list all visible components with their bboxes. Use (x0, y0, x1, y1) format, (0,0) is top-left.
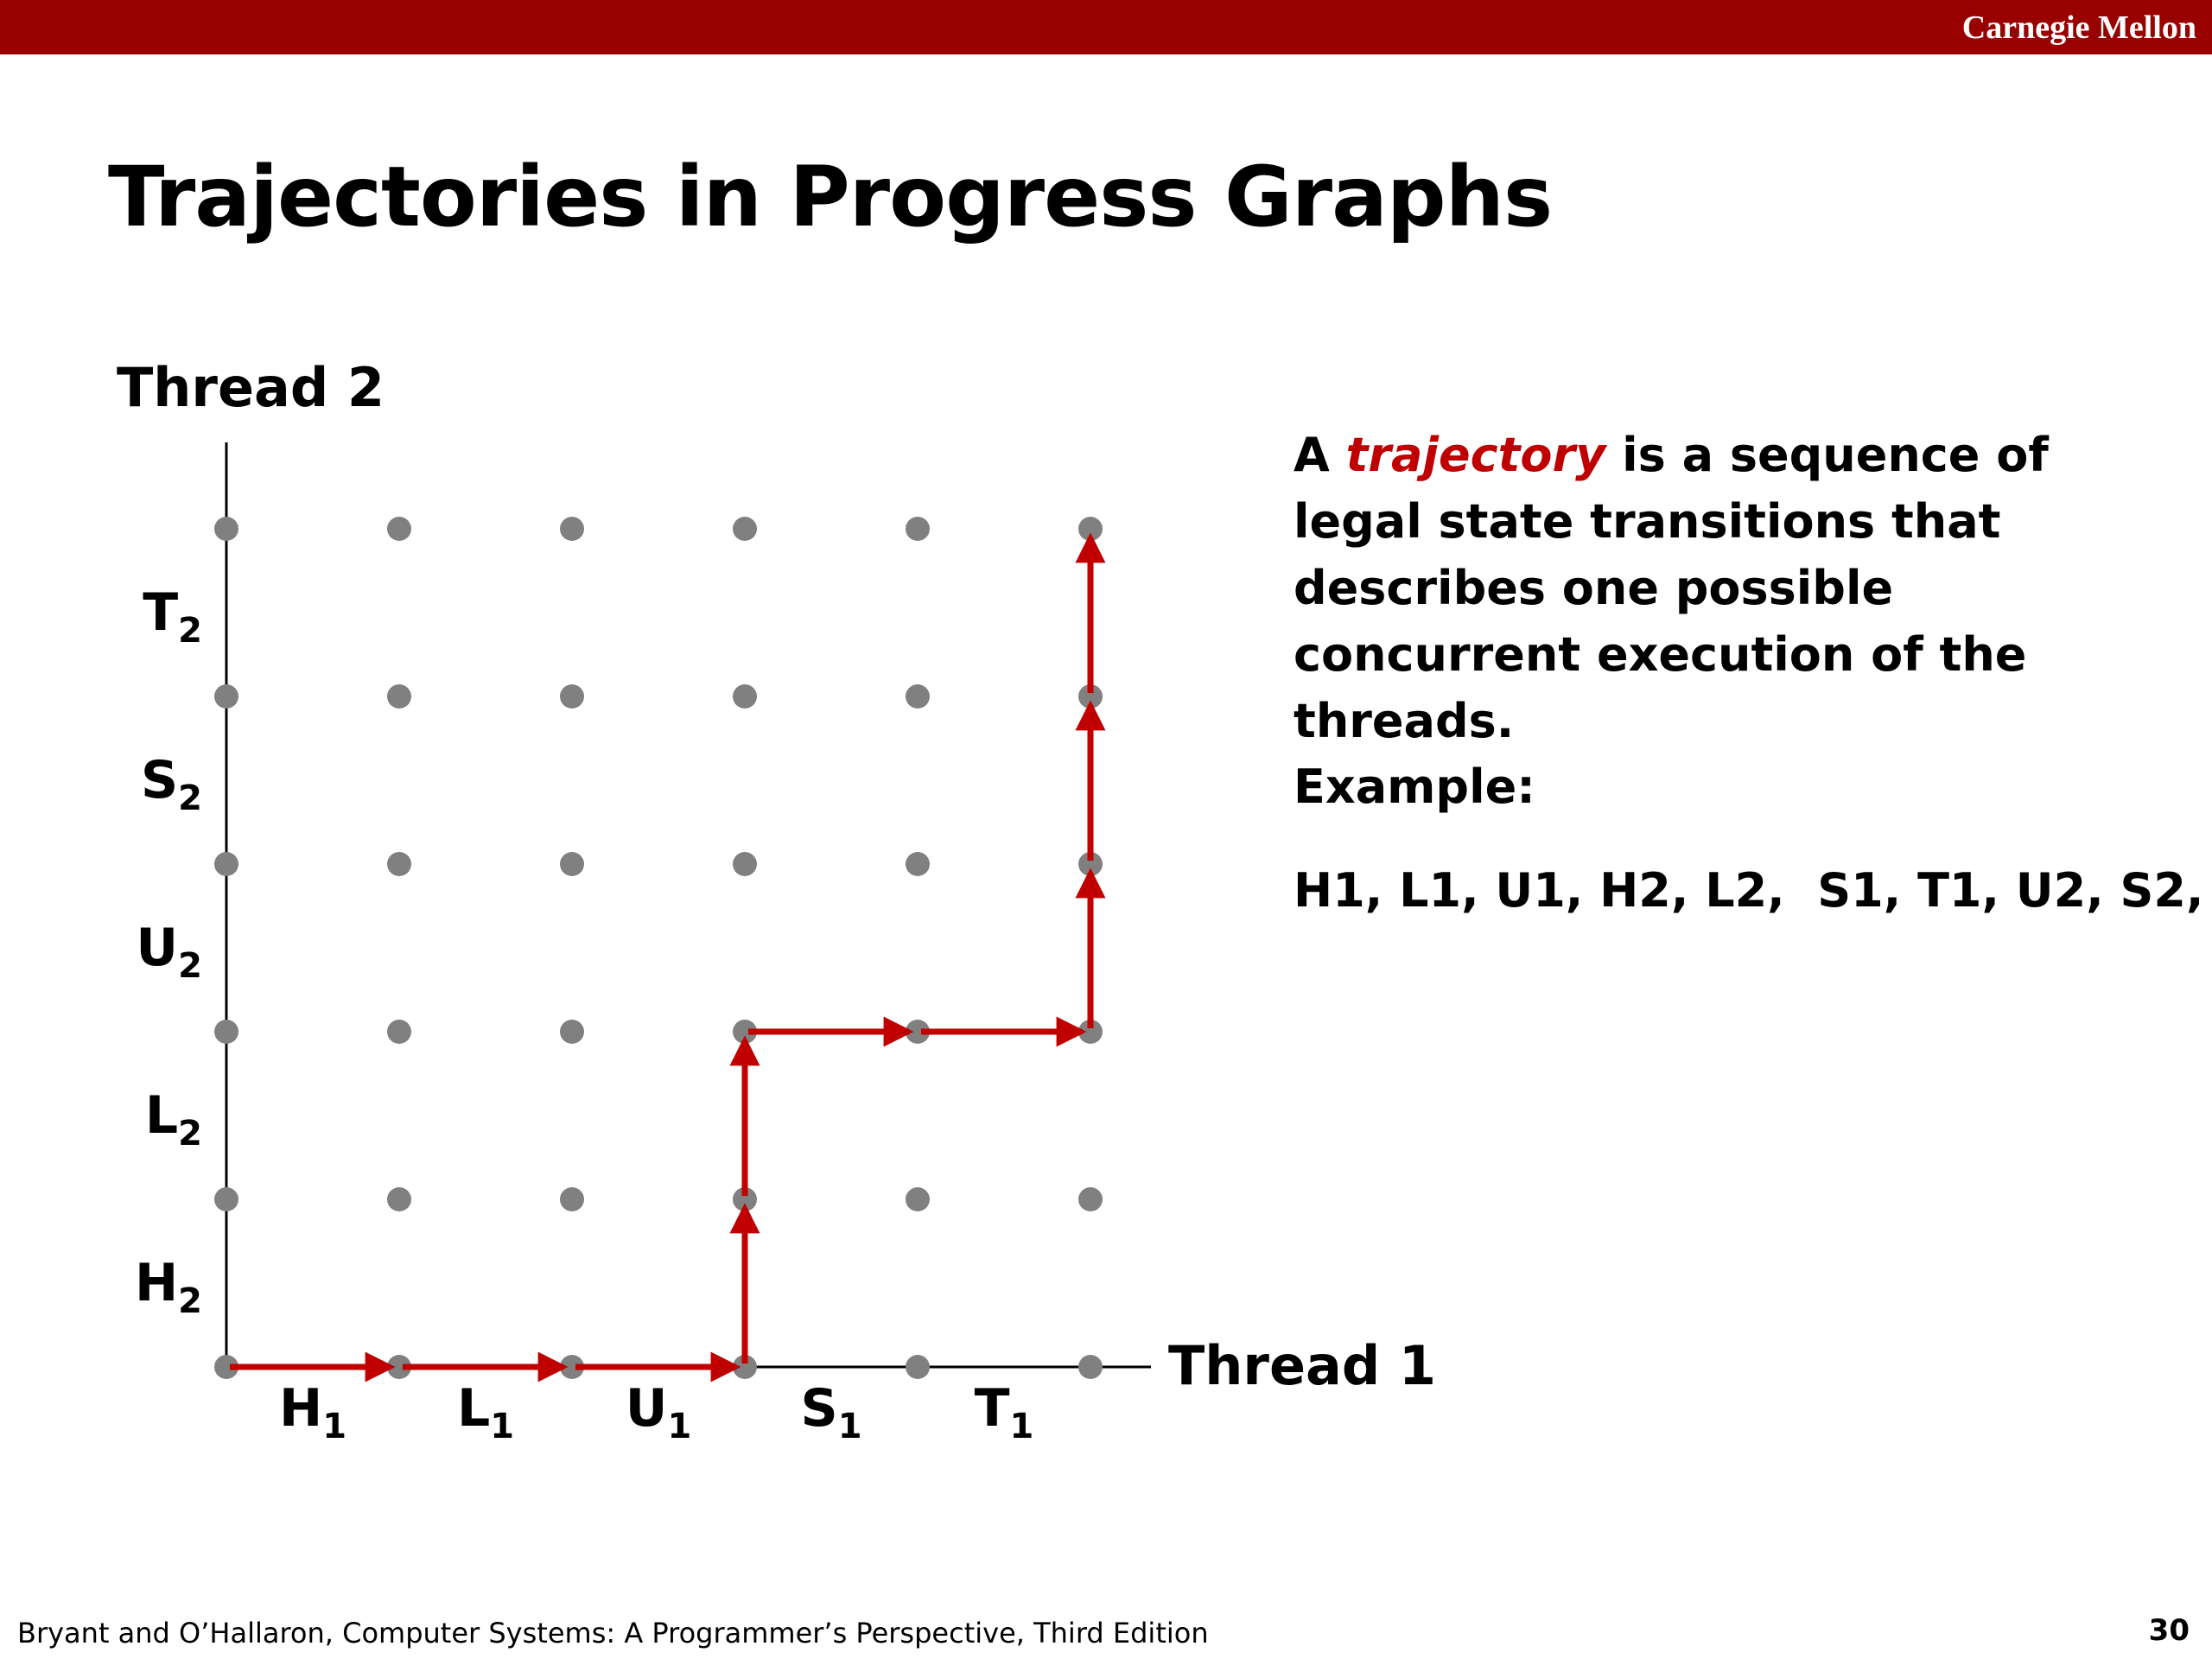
grid-point (214, 517, 238, 541)
y-tick-label: H2 (135, 1253, 202, 1321)
y-tick-label: L2 (145, 1085, 202, 1154)
grid-point (906, 1355, 930, 1379)
trajectory-definition: A trajectory is a sequence of legal stat… (1294, 422, 2166, 754)
page-number: 30 (2148, 1613, 2190, 1648)
y-axis-title: Thread 2 (117, 356, 385, 419)
grid-point (1078, 1355, 1103, 1379)
grid-point (387, 517, 411, 541)
grid-point (906, 517, 930, 541)
y-tick-label: S2 (141, 750, 202, 818)
brand-logo-text: Carnegie Mellon (1961, 10, 2196, 46)
definition-body: is a sequence of legal state transitions… (1294, 428, 2049, 748)
grid-point (560, 852, 584, 876)
trajectory-term: trajectory (1345, 428, 1606, 482)
trajectory-definition-text: A trajectory is a sequence of legal stat… (1294, 422, 2166, 754)
grid-point (387, 684, 411, 709)
definition-prefix: A (1294, 428, 1346, 482)
grid-point (214, 684, 238, 709)
example-label: Example: (1294, 760, 1535, 814)
grid-point (733, 852, 757, 876)
grid-point (733, 517, 757, 541)
grid-point (733, 684, 757, 709)
grid-point (214, 1187, 238, 1211)
x-tick-label: S1 (800, 1378, 861, 1446)
grid-point (214, 1020, 238, 1044)
y-tick-label: T2 (143, 582, 202, 651)
x-tick-label: L1 (457, 1378, 514, 1446)
header-bar: Carnegie Mellon (0, 0, 2212, 54)
grid-point (1078, 1187, 1103, 1211)
grid-point (387, 1020, 411, 1044)
grid-point (214, 1355, 238, 1379)
slide-title: Trajectories in Progress Graphs (108, 149, 1553, 245)
grid-point (387, 852, 411, 876)
x-tick-label: T1 (975, 1378, 1034, 1446)
grid-point (387, 1187, 411, 1211)
y-tick-label: U2 (136, 918, 202, 986)
grid-point (214, 852, 238, 876)
grid-point (560, 517, 584, 541)
grid-point (1078, 517, 1103, 541)
grid-point (560, 1187, 584, 1211)
grid-point (906, 852, 930, 876)
grid-point (560, 1020, 584, 1044)
grid-point (906, 684, 930, 709)
x-axis-title: Thread 1 (1168, 1334, 1436, 1397)
x-tick-label: H1 (279, 1378, 346, 1446)
footer-citation: Bryant and O’Hallaron, Computer Systems:… (17, 1617, 1209, 1649)
grid-point (560, 684, 584, 709)
grid-point (906, 1187, 930, 1211)
x-tick-label: U1 (626, 1378, 692, 1446)
example-sequence: H1, L1, U1, H2, L2, S1, T1, U2, S2, T2 (1294, 863, 2212, 918)
